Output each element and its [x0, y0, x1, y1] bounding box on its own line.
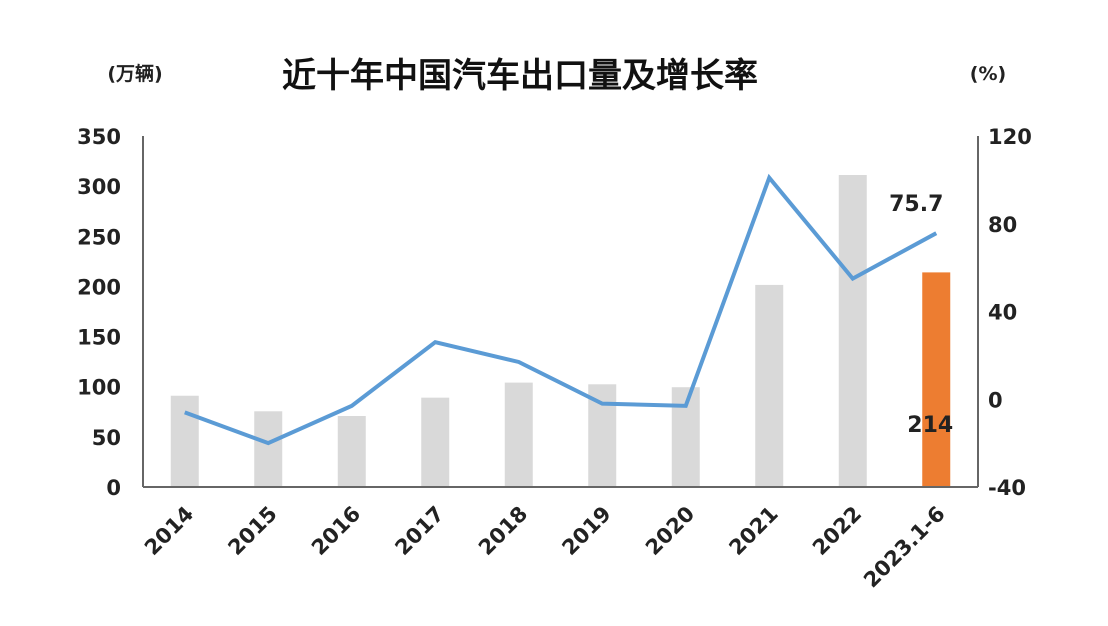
left-tick-label: 300: [77, 175, 121, 199]
right-tick-label: 120: [988, 125, 1032, 149]
line-data-label: 75.7: [889, 192, 943, 217]
growth-rate-line: [184, 173, 938, 446]
bar-2015: [254, 411, 283, 487]
left-tick-label: 100: [77, 376, 121, 400]
x-tick-label: 2020: [641, 502, 699, 560]
left-tick-label: 0: [106, 476, 121, 500]
right-tick-label: 0: [988, 388, 1003, 412]
right-tick-label: 40: [988, 301, 1017, 325]
right-axis-unit: (%): [970, 63, 1006, 85]
bar-2022: [838, 175, 867, 487]
x-tick-label: 2021: [724, 502, 782, 560]
left-tick-label: 250: [77, 225, 121, 249]
chart-title: 近十年中国汽车出口量及增长率: [282, 56, 758, 96]
x-tick-label: 2014: [140, 502, 198, 560]
left-tick-label: 350: [77, 125, 121, 149]
left-tick-label: 200: [77, 275, 121, 299]
left-tick-label: 50: [92, 426, 121, 450]
x-tick-label: 2018: [474, 502, 532, 560]
x-tick-label: 2017: [390, 502, 448, 560]
x-tick-label: 2015: [223, 502, 281, 560]
left-axis-unit: (万辆): [107, 62, 162, 85]
bar-2014: [170, 395, 199, 487]
bar-2017: [421, 397, 450, 487]
x-tick-label: 2019: [557, 502, 615, 560]
right-tick-label: 80: [988, 213, 1017, 237]
left-tick-label: 150: [77, 326, 121, 350]
right-tick-label: -40: [988, 476, 1026, 500]
x-tick-label: 2023.1-6: [859, 502, 950, 593]
x-tick-label: 2016: [307, 502, 365, 560]
bar-data-label: 214: [907, 413, 953, 438]
x-tick-label: 2022: [808, 502, 866, 560]
bar-2021: [755, 284, 784, 487]
bar-2018: [504, 382, 533, 487]
bar-2016: [337, 415, 366, 487]
bar-2023.1-6: [922, 272, 951, 487]
